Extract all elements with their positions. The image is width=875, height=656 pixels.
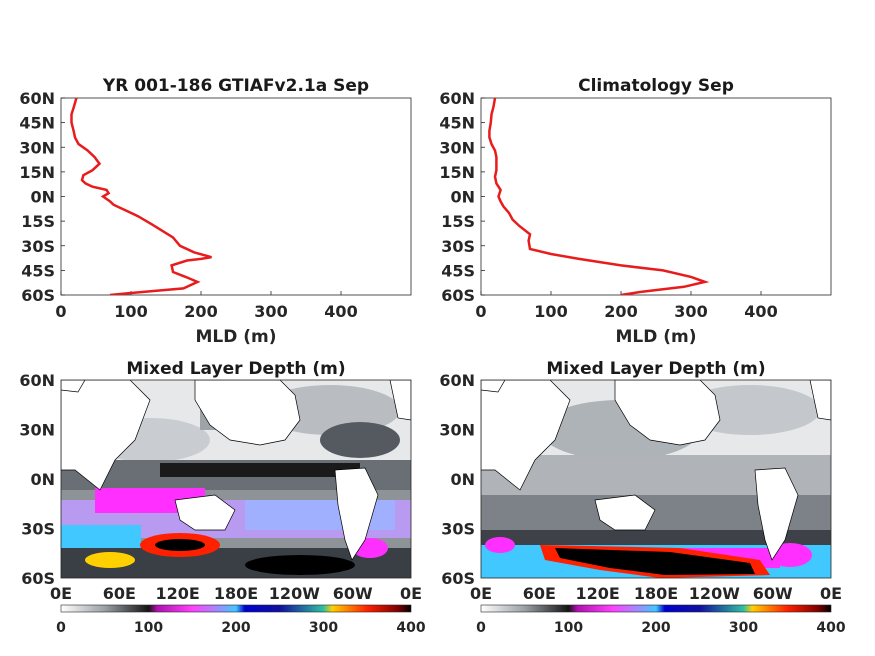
colorbar-tick-label: 400 xyxy=(816,620,845,636)
panel3-colorbar-tick-labels: 0 100 200 300 400 xyxy=(56,620,426,636)
y-tick-label: 30N xyxy=(19,421,55,440)
panel1-mld-line xyxy=(70,98,212,295)
y-tick-label: 60N xyxy=(439,89,475,108)
panel4-axes-box xyxy=(480,379,832,579)
x-tick-label: 120E xyxy=(576,584,620,603)
y-tick-label: 60N xyxy=(439,371,475,390)
panel4-y-tick-labels: 60N 30N 0N 30S 60S xyxy=(439,371,475,588)
colorbar-tick-label: 200 xyxy=(641,620,670,636)
profile-panel-model: YR 001-186 GTIAFv2.1a Sep 60N 45N 30N 15N 0N… xyxy=(19,76,412,347)
profile-panel-climatology: Climatology Sep 60N45N30N15N0N15S30S45S6… xyxy=(439,76,832,347)
x-tick-label: 180E xyxy=(214,584,258,603)
x-tick-label: 120W xyxy=(269,584,320,603)
panel1-axes-box xyxy=(60,97,412,296)
x-tick-label: 120E xyxy=(156,584,200,603)
x-tick-label: 0E xyxy=(470,584,492,603)
y-tick-label: 15N xyxy=(19,163,55,182)
x-tick-label: 60W xyxy=(333,584,373,603)
colorbar-tick-label: 0 xyxy=(476,620,486,636)
x-tick-label: 0 xyxy=(475,302,486,321)
panel1-y-tick-labels: 60N 45N 30N 15N 0N 15S 30S 45S 60S xyxy=(19,89,65,305)
panel3-axes-box xyxy=(60,379,412,579)
x-tick-label: 300 xyxy=(674,302,707,321)
panel4-map-field xyxy=(481,380,831,578)
panel1-x-tick-labels: 0 100 200 300 400 xyxy=(55,291,358,321)
y-tick-label: 45N xyxy=(439,114,475,133)
x-tick-label: 60E xyxy=(523,584,556,603)
x-tick-label: 100 xyxy=(114,302,147,321)
x-tick-label: 180E xyxy=(634,584,678,603)
x-tick-label: 60E xyxy=(103,584,136,603)
y-tick-label: 30S xyxy=(21,520,55,539)
map-panel-model: Mixed Layer Depth (m) xyxy=(19,359,426,636)
y-tick-label: 30S xyxy=(441,237,475,256)
panel2-title: Climatology Sep xyxy=(578,76,734,96)
x-tick-label: 120W xyxy=(689,584,740,603)
panel4-colorbar-tick-labels: 0 100 200 300 400 xyxy=(476,620,846,636)
colorbar-tick-label: 400 xyxy=(396,620,425,636)
x-tick-label: 0 xyxy=(55,302,66,321)
y-tick-label: 0N xyxy=(30,470,55,489)
panel3-colorbar xyxy=(60,604,412,613)
y-tick-label: 30N xyxy=(19,138,55,157)
x-tick-label: 0E xyxy=(50,584,72,603)
y-tick-label: 0N xyxy=(30,188,55,207)
panel3-title: Mixed Layer Depth (m) xyxy=(126,359,345,379)
colorbar-tick-label: 100 xyxy=(134,620,163,636)
colorbar-tick-label: 0 xyxy=(56,620,66,636)
y-tick-label: 60S xyxy=(441,569,475,588)
y-tick-label: 45S xyxy=(441,261,475,280)
y-tick-label: 0N xyxy=(450,188,475,207)
y-tick-label: 0N xyxy=(450,470,475,489)
y-tick-label: 30N xyxy=(439,421,475,440)
panel3-map-field xyxy=(61,380,411,578)
y-tick-label: 45N xyxy=(19,114,55,133)
colorbar-tick-label: 300 xyxy=(309,620,338,636)
panel1-title: YR 001-186 GTIAFv2.1a Sep xyxy=(102,76,369,96)
x-tick-label: 300 xyxy=(254,302,287,321)
y-tick-label: 45S xyxy=(21,261,55,280)
y-tick-label: 60N xyxy=(19,371,55,390)
y-tick-label: 60N xyxy=(19,89,55,108)
x-tick-label: 100 xyxy=(534,302,567,321)
y-tick-label: 60S xyxy=(21,569,55,588)
panel2-x-tick-labels: 0 100 200 300 400 xyxy=(475,291,778,321)
y-tick-label: 60S xyxy=(441,286,475,305)
panel2-axes-box xyxy=(480,97,832,296)
colorbar-tick-label: 100 xyxy=(554,620,583,636)
panel1-xlabel: MLD (m) xyxy=(195,327,276,347)
y-tick-label: 30S xyxy=(21,237,55,256)
y-tick-label: 15S xyxy=(441,212,475,231)
map-panel-climatology: Mixed Layer Depth (m) 60N 30N 0N 30S 60S xyxy=(439,359,846,636)
panel3-x-tick-labels: 0E 60E 120E 180E 120W 60W 0E xyxy=(50,584,422,603)
x-tick-label: 0E xyxy=(400,584,422,603)
panel4-x-tick-labels: 0E 60E 120E 180E 120W 60W 0E xyxy=(470,584,842,603)
y-tick-label: 30S xyxy=(441,520,475,539)
x-tick-label: 60W xyxy=(753,584,793,603)
y-tick-label: 15N xyxy=(439,163,475,182)
x-tick-label: 0E xyxy=(820,584,842,603)
x-tick-label: 400 xyxy=(744,302,777,321)
panel4-colorbar xyxy=(480,604,832,613)
colorbar-tick-label: 300 xyxy=(729,620,758,636)
panel2-y-tick-labels: 60N 45N 30N 15N 0N 15S 30S 45S 60S xyxy=(439,89,485,305)
colorbar-tick-label: 200 xyxy=(221,620,250,636)
x-tick-label: 200 xyxy=(604,302,637,321)
y-tick-label: 15S xyxy=(21,212,55,231)
y-tick-label: 60S xyxy=(21,286,55,305)
panel3-y-tick-labels: 60N 30N 0N 30S 60S xyxy=(19,371,55,588)
x-tick-label: 400 xyxy=(324,302,357,321)
panel2-xlabel: MLD (m) xyxy=(615,327,696,347)
y-tick-label: 30N xyxy=(439,138,475,157)
x-tick-label: 200 xyxy=(184,302,217,321)
panel4-title: Mixed Layer Depth (m) xyxy=(546,359,765,379)
panel2-mld-line xyxy=(488,98,710,295)
